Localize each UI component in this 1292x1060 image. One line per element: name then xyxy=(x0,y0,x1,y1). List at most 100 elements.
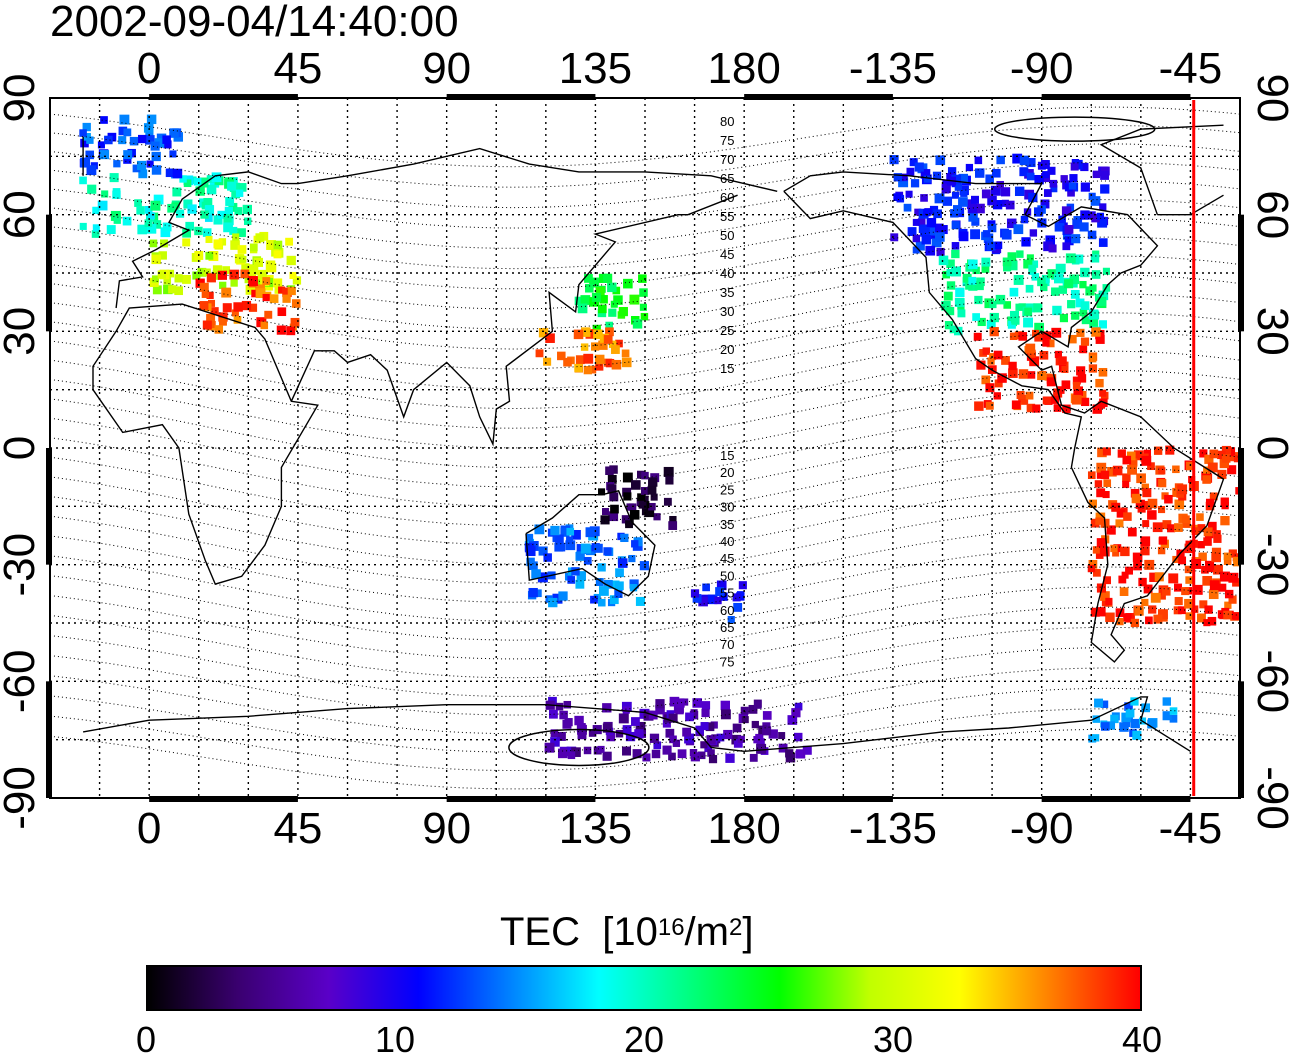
magnetic-latitude-contour xyxy=(50,106,1240,168)
tec-cell xyxy=(698,596,708,607)
colorbar-tick-label: 10 xyxy=(374,1019,416,1060)
tec-cell xyxy=(605,358,615,368)
tec-cell xyxy=(933,209,942,219)
tec-cell xyxy=(602,723,613,733)
x-tick-label: -45 xyxy=(1159,44,1223,93)
tec-cell xyxy=(951,249,960,259)
tec-cell xyxy=(641,471,649,480)
tec-cell xyxy=(623,278,633,289)
tec-cell xyxy=(1213,530,1221,538)
tec-cell xyxy=(989,300,997,309)
tec-cell xyxy=(1115,519,1124,528)
tec-cell xyxy=(182,274,191,284)
tec-cell xyxy=(632,319,643,329)
colorbar xyxy=(146,965,1142,1011)
tec-cell xyxy=(914,208,922,216)
tec-cell xyxy=(1132,730,1142,740)
tec-cell xyxy=(1235,487,1240,495)
tec-cell xyxy=(234,207,243,215)
magnetic-latitude-label: 35 xyxy=(720,517,734,532)
tec-cell xyxy=(531,569,541,579)
magnetic-latitude-label: 25 xyxy=(720,323,734,338)
tec-cell xyxy=(690,709,698,717)
tec-cell xyxy=(1169,714,1178,723)
tec-cell xyxy=(1213,564,1223,575)
magnetic-latitude-label: 25 xyxy=(720,482,734,497)
tec-cell xyxy=(1169,707,1178,715)
tec-cell xyxy=(217,270,227,280)
tec-cell xyxy=(1174,523,1183,532)
magnetic-latitude-label: 80 xyxy=(720,114,734,129)
tec-cell xyxy=(1018,369,1029,379)
tec-cell xyxy=(278,286,286,294)
tec-cell xyxy=(1122,480,1130,488)
tec-cell xyxy=(690,589,700,598)
tec-cell xyxy=(1218,583,1227,592)
tec-cell xyxy=(629,510,640,520)
y-tick-label: 60 xyxy=(0,190,44,239)
tec-cell xyxy=(1209,449,1219,459)
tec-cell xyxy=(287,286,296,296)
tec-cell xyxy=(1224,601,1232,609)
tec-cell xyxy=(157,270,166,279)
tec-cell xyxy=(1067,300,1076,309)
tec-cell xyxy=(1095,551,1104,559)
tec-cell xyxy=(1090,196,1101,206)
tec-cell xyxy=(981,257,991,267)
tec-cell xyxy=(955,287,965,297)
tec-cell xyxy=(639,288,648,297)
tec-cell xyxy=(1157,609,1168,620)
tec-cell xyxy=(1054,350,1062,359)
tec-cell xyxy=(989,327,999,337)
tec-cell xyxy=(1005,200,1015,210)
tec-cell xyxy=(605,321,613,330)
magnetic-latitude-contour xyxy=(50,708,1240,772)
tec-cell xyxy=(651,749,661,759)
border-tick-bar xyxy=(149,796,298,802)
tec-cell xyxy=(151,275,160,283)
tec-cell xyxy=(1196,513,1204,521)
tec-cell xyxy=(694,595,702,603)
tec-cell xyxy=(993,350,1003,360)
x-tick-label: 135 xyxy=(559,44,632,93)
tec-cell xyxy=(588,729,597,737)
tec-cell xyxy=(203,268,211,276)
tec-cell xyxy=(200,210,209,219)
tec-cell xyxy=(146,223,157,234)
tec-cell xyxy=(1228,572,1239,583)
tec-cell xyxy=(1092,546,1101,554)
tec-cell xyxy=(1026,158,1036,168)
tec-cell xyxy=(943,291,953,301)
tec-cell xyxy=(162,135,171,144)
tec-cell xyxy=(1054,273,1064,284)
magnetic-latitude-label: 40 xyxy=(720,534,734,549)
tec-cell xyxy=(1001,356,1010,365)
tec-cell xyxy=(1157,546,1166,555)
tec-cell xyxy=(720,709,731,720)
tec-cell xyxy=(1129,458,1138,467)
tec-cell xyxy=(1025,343,1036,354)
tec-cell xyxy=(640,312,649,321)
tec-cell xyxy=(634,729,644,739)
tec-cell xyxy=(150,141,160,151)
tec-cell xyxy=(664,714,673,723)
magnetic-latitude-contour xyxy=(50,180,1240,249)
tec-cell xyxy=(222,303,232,313)
tec-cell xyxy=(719,592,728,601)
coastline xyxy=(525,489,656,597)
tec-cell xyxy=(1096,538,1106,548)
tec-cell xyxy=(1031,273,1040,281)
tec-cell xyxy=(1102,447,1111,456)
tec-cell xyxy=(158,251,167,260)
tec-cell xyxy=(1088,559,1098,569)
tec-cell xyxy=(636,470,645,479)
tec-cell xyxy=(668,713,678,723)
tec-cell xyxy=(583,746,592,755)
tec-cell xyxy=(206,313,216,323)
tec-cell xyxy=(168,285,177,294)
tec-cell xyxy=(607,282,617,293)
tec-cell xyxy=(732,723,742,733)
tec-cell xyxy=(947,167,957,176)
tec-cell xyxy=(269,294,279,303)
tec-cell xyxy=(1184,565,1193,574)
